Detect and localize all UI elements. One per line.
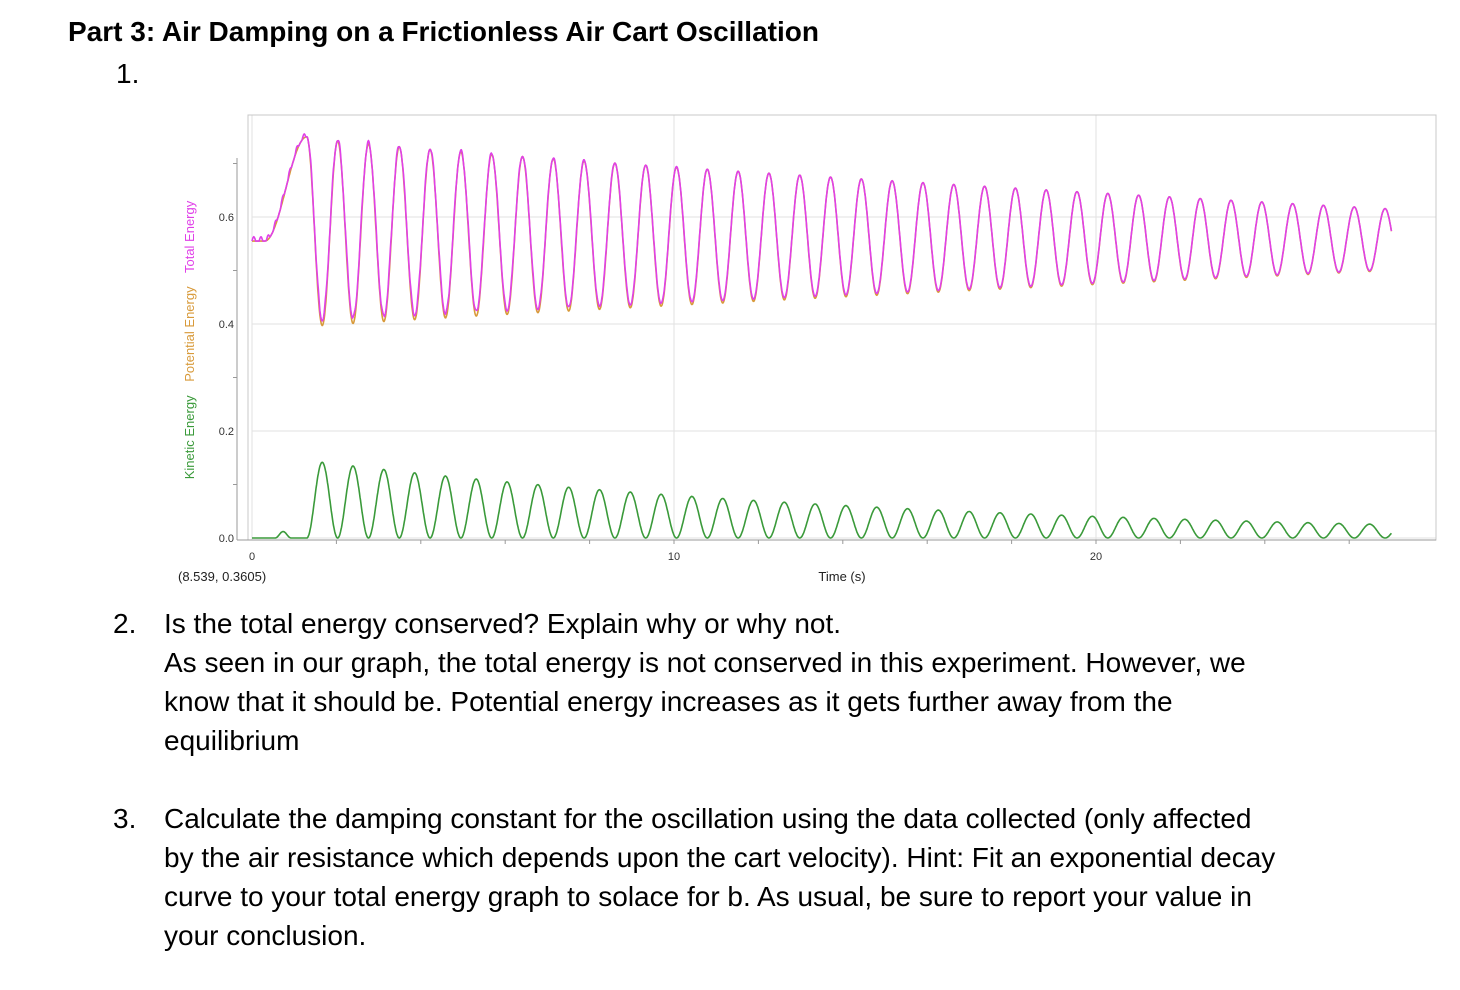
x-tick-label: 0 bbox=[249, 551, 255, 563]
chart-series bbox=[251, 133, 1393, 539]
section-heading: Part 3: Air Damping on a Frictionless Ai… bbox=[68, 16, 819, 47]
x-tick-label: 20 bbox=[1090, 551, 1102, 563]
series-total-energy bbox=[251, 133, 1393, 322]
x-tick-label: 10 bbox=[668, 551, 680, 563]
ylabel-kinetic: Kinetic Energy bbox=[182, 395, 197, 479]
y-axis-label: Kinetic Energy Potential Energy Total En… bbox=[182, 200, 197, 479]
question-prompt: Calculate the damping constant for the o… bbox=[164, 803, 1276, 951]
chart-grid bbox=[251, 115, 1436, 540]
ylabel-total: Total Energy bbox=[182, 200, 197, 273]
cursor-readout: (8.539, 0.3605) bbox=[178, 569, 266, 584]
y-tick-label: 0.6 bbox=[219, 212, 234, 224]
question-prompt: Is the total energy conserved? Explain w… bbox=[164, 608, 842, 639]
energy-chart: 0.0 0.2 0.4 0.6 0 10 20 Kinetic Energy Potent… bbox=[178, 114, 1437, 584]
x-axis-label: Time (s) bbox=[818, 569, 865, 584]
y-tick-label: 0.4 bbox=[219, 319, 234, 331]
item-number-1: 1. bbox=[116, 58, 140, 89]
y-tick-labels: 0.0 0.2 0.4 0.6 bbox=[219, 163, 237, 545]
question-number: 2. bbox=[113, 608, 137, 639]
ylabel-potential: Potential Energy bbox=[182, 286, 197, 382]
y-tick-label: 0.0 bbox=[219, 533, 234, 545]
question-answer: As seen in our graph, the total energy i… bbox=[164, 647, 1246, 756]
y-tick-label: 0.2 bbox=[219, 426, 234, 438]
x-tick-labels: 0 10 20 bbox=[249, 540, 1350, 563]
svg-text:Kinetic Energy Potential: Kinetic Energy Potential Energy Total En… bbox=[182, 200, 197, 479]
question-number: 3. bbox=[113, 803, 137, 834]
series-kinetic-energy bbox=[252, 461, 1393, 539]
